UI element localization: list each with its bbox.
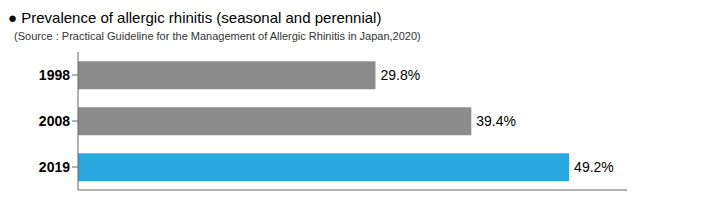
svg-text:49.2%: 49.2% [574, 159, 614, 175]
svg-text:2019: 2019 [39, 159, 70, 175]
html-text:(Source : Practical Guideline: (Source : Practical Guideline for the Ma… [8, 30, 421, 42]
svg-text:39.4%: 39.4% [476, 113, 516, 129]
svg-text:2008: 2008 [39, 113, 70, 129]
svg-text:1998: 1998 [39, 67, 70, 83]
html-text:● Prevalence of allergic rhini: ● Prevalence of allergic rhinitis (seaso… [8, 9, 382, 26]
svg-text:29.8%: 29.8% [380, 67, 420, 83]
